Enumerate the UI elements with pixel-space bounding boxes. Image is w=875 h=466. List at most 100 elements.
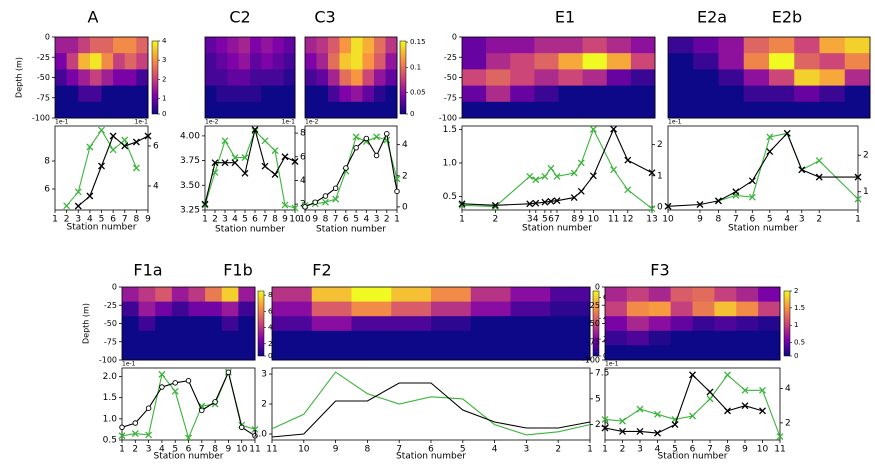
x-axis-label: Station number <box>658 452 728 462</box>
heatmap-cell <box>391 330 432 346</box>
heatmap-cell <box>261 53 273 70</box>
heatmap-cell <box>844 69 871 87</box>
heatmap-cell <box>122 287 140 303</box>
heatmap-cell <box>362 101 375 119</box>
x-tick-label: 9 <box>742 445 748 455</box>
x-tick-label: 1 <box>202 215 208 225</box>
heatmap-cell <box>238 101 251 119</box>
heatmap-cell <box>582 101 608 119</box>
heatmap-cell <box>736 330 759 346</box>
marker <box>74 188 82 196</box>
heatmap-cell <box>510 345 551 361</box>
y-tick-label: -50 <box>587 319 600 328</box>
y-axis-label: Depth (m) <box>82 303 91 344</box>
heatmap-cell <box>216 53 228 70</box>
heatmap-cell <box>374 85 386 103</box>
heatmap-cell <box>188 287 206 303</box>
y2-tick-label: 2 <box>863 151 869 161</box>
heatmap-cell <box>736 301 759 317</box>
heatmap-cell <box>606 101 632 119</box>
heatmap-cell <box>550 330 591 346</box>
marker <box>86 192 94 200</box>
heatmap-cell <box>718 85 745 103</box>
heatmap-cell <box>113 69 126 87</box>
heatmap-cell <box>362 69 375 87</box>
heatmap-cell <box>794 53 820 70</box>
colorbar <box>399 40 407 115</box>
heatmap-cell <box>136 101 149 119</box>
heatmap-cell <box>668 37 694 54</box>
x-tick-label: 6 <box>110 215 116 225</box>
x-tick-label: 3 <box>374 215 380 225</box>
heatmap-cell <box>205 37 217 54</box>
heatmap-cell <box>328 69 340 87</box>
heatmap-cell <box>339 69 352 87</box>
heatmap-cell <box>758 345 781 361</box>
marker <box>783 129 791 137</box>
marker <box>211 159 219 167</box>
heatmap-cell <box>171 316 189 332</box>
axis-offset: 1e-1 <box>122 361 136 368</box>
heatmap-cell <box>138 330 156 346</box>
marker <box>759 386 766 394</box>
marker <box>732 188 740 196</box>
y-axis-label: Depth (m) <box>15 57 24 98</box>
heatmap-cell <box>205 345 223 361</box>
x-tick-label: 7 <box>199 445 205 455</box>
y-tick-label: -75 <box>37 93 50 102</box>
heatmap-cell <box>188 301 206 317</box>
heatmap-cell <box>78 53 91 70</box>
heatmap-cell <box>470 287 511 303</box>
heatmap-cell <box>136 69 149 87</box>
x-tick-label: 8 <box>571 215 577 225</box>
heatmap-cell <box>351 287 392 303</box>
heatmap-cell <box>272 287 313 303</box>
heatmap-cell <box>283 53 296 70</box>
heatmap-cell <box>668 53 694 70</box>
marker <box>343 165 349 171</box>
heatmap-cell <box>89 69 102 87</box>
heatmap-cell <box>605 287 628 303</box>
x-tick-label: 1 <box>394 215 400 225</box>
heatmap-cell <box>736 316 759 332</box>
x-axis-label: Station number <box>215 225 285 235</box>
axis-offset: 1e-2 <box>205 119 219 126</box>
marker <box>815 173 823 181</box>
heatmap-cell <box>582 37 608 54</box>
x-tick-label: 11 <box>266 445 277 455</box>
marker <box>541 198 549 206</box>
frame <box>304 125 398 211</box>
heatmap-cell <box>486 53 511 70</box>
colorbar-tick-label: 0 <box>794 352 798 360</box>
marker <box>261 137 269 145</box>
heatmap-cell <box>626 330 650 346</box>
marker <box>766 148 774 156</box>
heatmap-cell <box>221 345 239 361</box>
marker <box>132 420 139 426</box>
heatmap-cell <box>510 53 535 70</box>
marker <box>353 145 359 151</box>
x-tick-label: 7 <box>262 215 268 225</box>
marker <box>352 133 360 141</box>
heatmap-cell <box>89 37 102 54</box>
heatmap-cell <box>769 101 795 119</box>
marker <box>601 415 609 423</box>
heatmap-cell <box>78 85 91 103</box>
heatmap-cell <box>238 301 256 317</box>
y2-tick-label: 0 <box>657 202 663 212</box>
marker <box>121 142 129 150</box>
marker <box>119 424 125 431</box>
heatmap-cell <box>171 301 189 317</box>
heatmap-cell <box>605 345 628 361</box>
heatmap-cell <box>351 301 392 317</box>
heatmap-cell <box>630 85 656 103</box>
heatmap-cell <box>138 345 156 361</box>
heatmap-cell <box>155 330 173 346</box>
x-tick-label: 5 <box>460 445 466 455</box>
heatmap-cell <box>769 69 795 87</box>
heatmap-cell <box>510 85 535 103</box>
heatmap-cell <box>374 101 386 119</box>
heatmap-cell <box>216 69 228 87</box>
marker <box>671 421 679 429</box>
heatmap-cell <box>626 287 650 303</box>
